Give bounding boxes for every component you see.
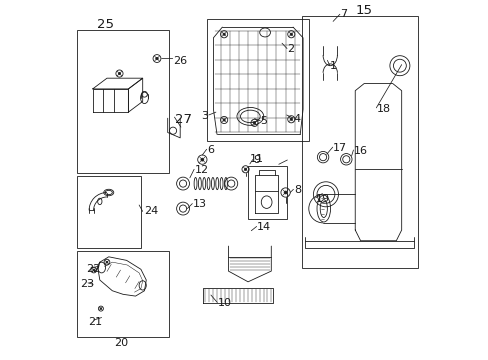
- Bar: [77, 30, 169, 173]
- Text: 4: 4: [292, 113, 300, 123]
- Text: 22: 22: [86, 264, 100, 274]
- Circle shape: [253, 122, 255, 124]
- Circle shape: [100, 308, 102, 309]
- Circle shape: [93, 269, 94, 271]
- Text: 13: 13: [192, 199, 206, 209]
- Bar: [77, 176, 141, 248]
- Circle shape: [223, 119, 225, 121]
- Text: 20: 20: [114, 338, 128, 348]
- Text: 12: 12: [194, 165, 208, 175]
- Circle shape: [201, 158, 203, 161]
- Circle shape: [290, 33, 292, 35]
- Text: 27: 27: [175, 113, 191, 126]
- Text: 25: 25: [97, 18, 113, 31]
- Text: 1: 1: [329, 62, 337, 71]
- Bar: [77, 251, 169, 337]
- Text: 26: 26: [173, 56, 187, 66]
- Text: 11: 11: [250, 154, 264, 164]
- Text: 14: 14: [257, 222, 270, 232]
- Circle shape: [290, 118, 292, 120]
- Text: 18: 18: [376, 104, 390, 113]
- Text: 16: 16: [353, 146, 367, 156]
- Text: 24: 24: [144, 206, 159, 216]
- Text: 6: 6: [206, 145, 214, 155]
- Text: 23: 23: [80, 279, 94, 289]
- Text: 3: 3: [201, 111, 207, 121]
- Text: 15: 15: [355, 4, 372, 17]
- Circle shape: [244, 168, 246, 170]
- Text: 5: 5: [260, 116, 267, 126]
- Bar: [206, 19, 308, 141]
- Circle shape: [106, 261, 108, 263]
- Text: 2: 2: [287, 44, 294, 54]
- Circle shape: [284, 191, 286, 194]
- Text: 19: 19: [315, 194, 329, 203]
- Text: 8: 8: [293, 185, 300, 195]
- Bar: [301, 16, 417, 267]
- Circle shape: [223, 33, 225, 35]
- Circle shape: [156, 57, 158, 60]
- Text: 10: 10: [217, 298, 231, 308]
- Bar: [247, 166, 287, 219]
- Text: 9: 9: [253, 156, 260, 165]
- Circle shape: [118, 72, 121, 75]
- Text: 7: 7: [340, 9, 346, 18]
- Text: 17: 17: [332, 143, 346, 153]
- Text: 21: 21: [88, 317, 102, 327]
